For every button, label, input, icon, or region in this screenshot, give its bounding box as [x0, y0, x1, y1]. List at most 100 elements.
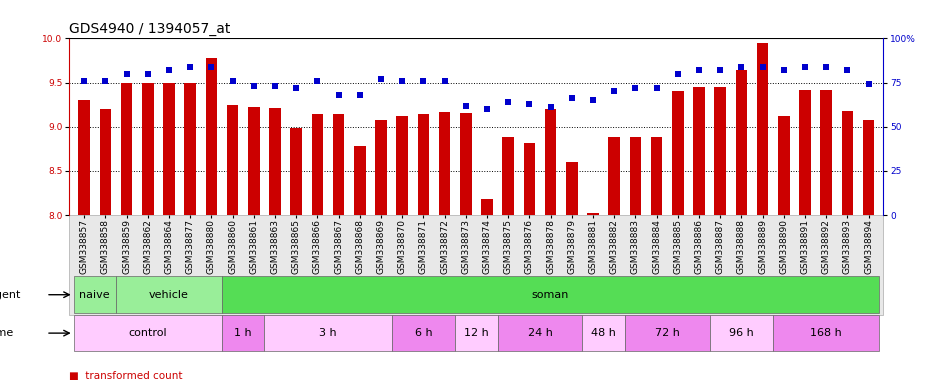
Bar: [417, 114, 429, 215]
Bar: [333, 114, 344, 215]
Bar: [799, 89, 811, 215]
Bar: [842, 111, 853, 215]
Point: [246, 83, 261, 89]
Point: [395, 78, 410, 84]
Text: 96 h: 96 h: [729, 328, 754, 338]
Bar: [205, 58, 217, 215]
Text: GDS4940 / 1394057_at: GDS4940 / 1394057_at: [69, 22, 230, 36]
Point: [438, 78, 452, 84]
Bar: [312, 114, 323, 215]
Point: [797, 64, 812, 70]
Text: 24 h: 24 h: [527, 328, 552, 338]
Bar: [396, 116, 408, 215]
Bar: [142, 83, 154, 215]
Point: [459, 103, 474, 109]
Bar: [391, 315, 455, 351]
Point: [500, 99, 515, 105]
Bar: [545, 109, 557, 215]
Text: vehicle: vehicle: [149, 290, 189, 300]
Bar: [863, 120, 874, 215]
Text: naive: naive: [80, 290, 110, 300]
Point: [776, 67, 791, 73]
Point: [479, 106, 494, 112]
Text: 168 h: 168 h: [810, 328, 842, 338]
Bar: [624, 315, 709, 351]
Point: [352, 92, 367, 98]
Bar: [502, 137, 514, 215]
Bar: [583, 315, 624, 351]
Bar: [587, 213, 598, 215]
Point: [861, 81, 876, 88]
Bar: [757, 43, 769, 215]
Text: ■  transformed count: ■ transformed count: [69, 371, 183, 381]
Bar: [778, 116, 790, 215]
Point: [649, 85, 664, 91]
Point: [628, 85, 643, 91]
Point: [331, 92, 346, 98]
Point: [671, 71, 685, 77]
Bar: [74, 315, 222, 351]
Point: [607, 88, 622, 94]
Point: [141, 71, 155, 77]
Bar: [121, 83, 132, 215]
Bar: [269, 108, 281, 215]
Text: agent: agent: [0, 290, 21, 300]
Text: 6 h: 6 h: [414, 328, 432, 338]
Bar: [184, 83, 196, 215]
Bar: [566, 162, 577, 215]
Point: [77, 78, 92, 84]
Point: [310, 78, 325, 84]
Text: 12 h: 12 h: [464, 328, 488, 338]
Bar: [74, 276, 116, 313]
Point: [162, 67, 177, 73]
Point: [289, 85, 303, 91]
Text: time: time: [0, 328, 14, 338]
Bar: [693, 87, 705, 215]
Text: control: control: [129, 328, 167, 338]
Point: [374, 76, 388, 82]
Bar: [222, 315, 265, 351]
Bar: [650, 137, 662, 215]
Bar: [163, 83, 175, 215]
Point: [543, 104, 558, 110]
Point: [734, 64, 748, 70]
Point: [713, 67, 728, 73]
Bar: [248, 107, 260, 215]
Bar: [222, 276, 879, 313]
Bar: [354, 146, 365, 215]
Point: [225, 78, 240, 84]
Bar: [672, 91, 684, 215]
Point: [840, 67, 855, 73]
Bar: [481, 199, 493, 215]
Point: [416, 78, 431, 84]
Point: [564, 95, 579, 101]
Point: [98, 78, 113, 84]
Text: soman: soman: [532, 290, 569, 300]
Point: [692, 67, 707, 73]
Point: [819, 64, 833, 70]
Bar: [455, 315, 498, 351]
Bar: [820, 89, 832, 215]
Point: [522, 101, 536, 107]
Text: 48 h: 48 h: [591, 328, 616, 338]
Bar: [524, 142, 536, 215]
Bar: [438, 112, 450, 215]
Point: [119, 71, 134, 77]
Bar: [735, 70, 747, 215]
Text: 1 h: 1 h: [234, 328, 252, 338]
Point: [755, 64, 770, 70]
Bar: [290, 129, 302, 215]
Bar: [376, 120, 387, 215]
Bar: [709, 315, 773, 351]
Bar: [630, 137, 641, 215]
Bar: [609, 137, 620, 215]
Bar: [265, 315, 391, 351]
Point: [183, 64, 198, 70]
Bar: [227, 104, 239, 215]
Text: 72 h: 72 h: [655, 328, 680, 338]
Bar: [460, 113, 472, 215]
Point: [267, 83, 282, 89]
Text: 3 h: 3 h: [319, 328, 337, 338]
Point: [204, 64, 219, 70]
Bar: [116, 276, 222, 313]
